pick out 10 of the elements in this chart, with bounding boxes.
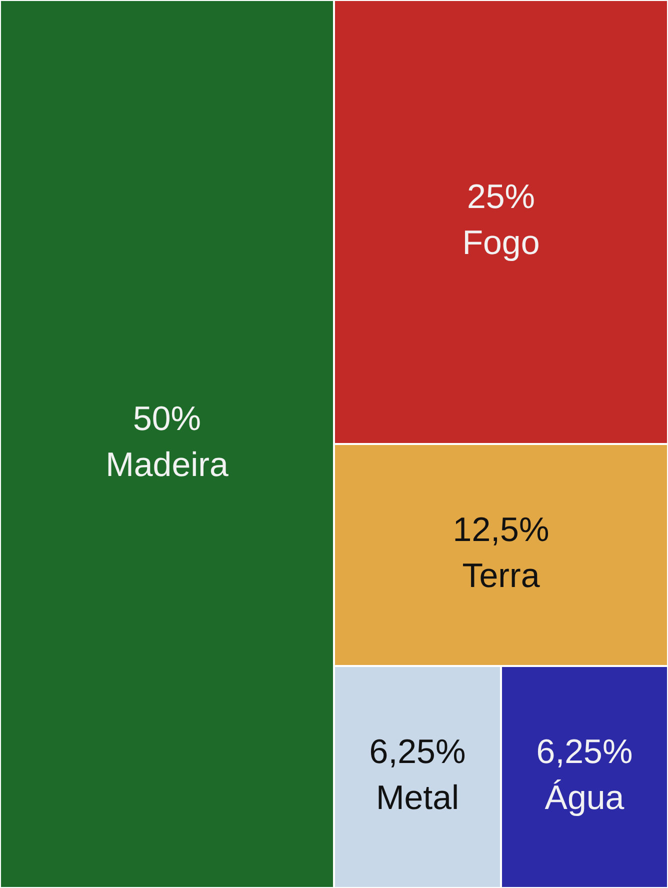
data-label: 6,25% xyxy=(536,733,633,771)
category-label: Água xyxy=(544,779,624,817)
category-label: Madeira xyxy=(106,446,229,484)
category-label: Terra xyxy=(462,557,540,595)
category-label: Metal xyxy=(376,779,460,817)
data-label: 6,25% xyxy=(369,733,466,771)
data-label: 25% xyxy=(466,178,536,216)
data-label: 12,5% xyxy=(452,511,550,549)
category-label: Fogo xyxy=(462,224,540,262)
data-label: 50% xyxy=(132,400,202,438)
